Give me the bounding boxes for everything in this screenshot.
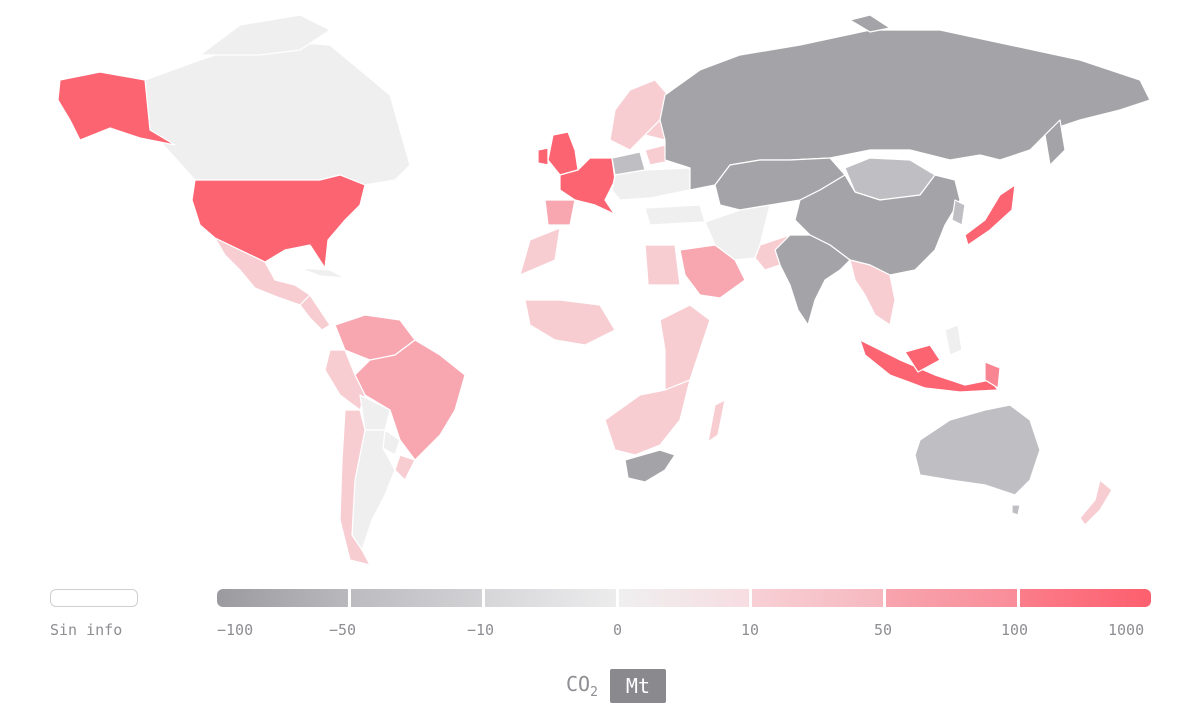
world-map xyxy=(57,9,1151,566)
region-scandinavia[interactable] xyxy=(609,79,669,151)
region-australia[interactable] xyxy=(914,404,1041,496)
scale-segment-neg100 xyxy=(217,589,348,607)
region-tasmania[interactable] xyxy=(1011,504,1021,516)
region-central-africa[interactable] xyxy=(599,299,666,391)
region-southeast-asia[interactable] xyxy=(849,259,896,326)
region-central-america[interactable] xyxy=(299,294,331,331)
scale-tick-label: 0 xyxy=(613,621,623,639)
scale-tick-label: 50 xyxy=(874,621,893,639)
no-info-label: Sin info xyxy=(50,621,123,639)
scale-tick-label: 1000 xyxy=(1108,621,1145,639)
region-indonesia[interactable] xyxy=(859,339,999,393)
scale-segment-pos50 xyxy=(886,589,1018,607)
region-caribbean[interactable] xyxy=(299,267,346,279)
scale-tick-label: −10 xyxy=(467,621,495,639)
scale-tick-label: 10 xyxy=(741,621,760,639)
region-iberia[interactable] xyxy=(544,199,576,226)
region-new-guinea[interactable] xyxy=(984,361,1001,389)
region-russia[interactable] xyxy=(659,29,1151,191)
region-new-zealand[interactable] xyxy=(1079,479,1113,526)
region-alaska[interactable] xyxy=(57,71,176,146)
scale-segment-neg10 xyxy=(484,589,616,607)
region-southern-africa[interactable] xyxy=(604,379,691,456)
region-ireland[interactable] xyxy=(537,147,549,166)
region-egypt[interactable] xyxy=(644,244,681,286)
unit-option-co2[interactable]: CO2 xyxy=(566,672,598,700)
region-philippines[interactable] xyxy=(944,324,963,356)
region-canada-islands[interactable] xyxy=(199,14,331,56)
region-usa[interactable] xyxy=(191,174,366,269)
region-borneo[interactable] xyxy=(904,344,941,373)
region-korea[interactable] xyxy=(951,199,966,226)
region-uruguay[interactable] xyxy=(394,454,416,481)
region-morocco[interactable] xyxy=(519,227,561,276)
region-madagascar[interactable] xyxy=(707,399,726,443)
no-info-swatch xyxy=(50,589,138,607)
scale-tick-label: 100 xyxy=(1001,621,1029,639)
region-russia-islands[interactable] xyxy=(849,14,891,33)
region-chile[interactable] xyxy=(339,409,371,566)
color-scale xyxy=(217,589,1152,607)
unit-toggle: CO2 Mt xyxy=(566,666,667,706)
region-south-africa[interactable] xyxy=(624,449,676,483)
region-saudi-arabia[interactable] xyxy=(679,244,746,299)
scale-tick-label: −100 xyxy=(217,621,254,639)
scale-segment-pos100 xyxy=(1020,589,1152,607)
region-east-africa[interactable] xyxy=(659,304,711,391)
scale-tick-label: −50 xyxy=(329,621,357,639)
unit-option-mt-selected[interactable]: Mt xyxy=(609,669,667,703)
region-eastern-europe[interactable] xyxy=(611,167,691,201)
region-turkey[interactable] xyxy=(644,204,706,226)
region-kamchatka[interactable] xyxy=(1044,119,1066,166)
region-west-africa[interactable] xyxy=(524,299,616,346)
region-japan[interactable] xyxy=(964,184,1016,246)
region-greenland[interactable] xyxy=(329,9,541,129)
scale-segment-neg50 xyxy=(350,589,482,607)
region-uk[interactable] xyxy=(547,131,579,176)
scale-segment-pos10 xyxy=(752,589,884,607)
scale-segment-zero xyxy=(618,589,750,607)
region-iceland[interactable] xyxy=(499,94,536,111)
